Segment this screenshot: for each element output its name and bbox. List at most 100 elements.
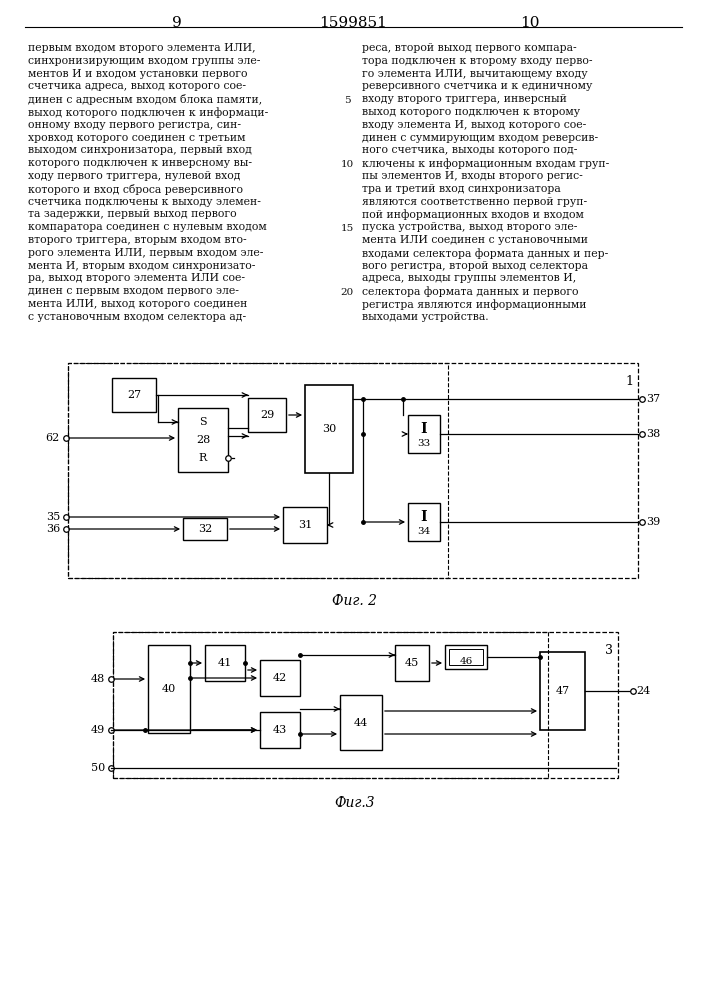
Text: 15: 15 — [340, 224, 354, 233]
Text: хровход которого соединен с третьим: хровход которого соединен с третьим — [28, 133, 245, 143]
Text: ходу первого триггера, нулевой вход: ходу первого триггера, нулевой вход — [28, 171, 240, 181]
Text: 5: 5 — [344, 96, 350, 105]
Text: 62: 62 — [46, 433, 60, 443]
Bar — [408, 415, 440, 453]
Text: с установочным входом селектора ад-: с установочным входом селектора ад- — [28, 312, 246, 322]
Text: которого и вход сброса реверсивного: которого и вход сброса реверсивного — [28, 184, 243, 195]
Bar — [395, 645, 429, 681]
Text: ментов И и входом установки первого: ментов И и входом установки первого — [28, 69, 247, 79]
Text: входами селектора формата данных и пер-: входами селектора формата данных и пер- — [362, 248, 608, 259]
Text: 33: 33 — [417, 438, 431, 448]
Bar — [340, 695, 382, 750]
Bar — [260, 660, 300, 696]
Text: компаратора соединен с нулевым входом: компаратора соединен с нулевым входом — [28, 222, 267, 232]
Text: вого регистра, второй выход селектора: вого регистра, второй выход селектора — [362, 261, 588, 271]
Text: выходами устройства.: выходами устройства. — [362, 312, 489, 322]
Bar — [205, 645, 245, 681]
Text: пуска устройства, выход второго эле-: пуска устройства, выход второго эле- — [362, 222, 578, 232]
Text: которого подключен к инверсному вы-: которого подключен к инверсному вы- — [28, 158, 252, 168]
Text: реверсивного счетчика и к единичному: реверсивного счетчика и к единичному — [362, 81, 592, 91]
Text: 37: 37 — [646, 394, 660, 404]
Bar — [178, 408, 228, 472]
Text: выход которого подключен к второму: выход которого подключен к второму — [362, 107, 580, 117]
Text: онному входу первого регистра, син-: онному входу первого регистра, син- — [28, 120, 241, 130]
Text: мента ИЛИ, выход которого соединен: мента ИЛИ, выход которого соединен — [28, 299, 247, 309]
Bar — [113, 632, 548, 778]
Text: пы элементов И, входы второго регис-: пы элементов И, входы второго регис- — [362, 171, 583, 181]
Text: второго триггера, вторым входом вто-: второго триггера, вторым входом вто- — [28, 235, 247, 245]
Text: I: I — [421, 510, 427, 524]
Bar — [113, 632, 618, 778]
Text: 40: 40 — [162, 684, 176, 694]
Text: 47: 47 — [556, 686, 570, 696]
Bar — [248, 398, 286, 432]
Text: динен с первым входом первого эле-: динен с первым входом первого эле- — [28, 286, 239, 296]
Text: 32: 32 — [198, 524, 212, 534]
Text: тора подключен к второму входу перво-: тора подключен к второму входу перво- — [362, 56, 592, 66]
Text: регистра являются информационными: регистра являются информационными — [362, 299, 587, 310]
Bar — [183, 518, 227, 540]
Text: селектора формата данных и первого: селектора формата данных и первого — [362, 286, 578, 297]
Text: входу второго триггера, инверсный: входу второго триггера, инверсный — [362, 94, 567, 104]
Text: выходом синхронизатора, первый вход: выходом синхронизатора, первый вход — [28, 145, 252, 155]
Bar — [445, 645, 487, 669]
Text: I: I — [421, 422, 427, 436]
Text: 3: 3 — [605, 644, 613, 657]
Text: 28: 28 — [196, 435, 210, 445]
Text: 10: 10 — [520, 16, 539, 30]
Text: 34: 34 — [417, 526, 431, 536]
Text: входу элемента И, выход которого сое-: входу элемента И, выход которого сое- — [362, 120, 586, 130]
Text: 27: 27 — [127, 390, 141, 400]
Bar — [305, 385, 353, 473]
Text: 35: 35 — [46, 512, 60, 522]
Text: 24: 24 — [636, 686, 650, 696]
Text: ного счетчика, выходы которого под-: ного счетчика, выходы которого под- — [362, 145, 578, 155]
Text: 44: 44 — [354, 718, 368, 728]
Text: 38: 38 — [646, 429, 660, 439]
Text: го элемента ИЛИ, вычитающему входу: го элемента ИЛИ, вычитающему входу — [362, 69, 588, 79]
Bar — [449, 649, 483, 665]
Text: 45: 45 — [405, 658, 419, 668]
Text: 20: 20 — [340, 288, 354, 297]
Text: 46: 46 — [460, 657, 472, 666]
Text: 42: 42 — [273, 673, 287, 683]
Text: 1: 1 — [625, 375, 633, 388]
Text: выход которого подключен к информаци-: выход которого подключен к информаци- — [28, 107, 268, 118]
Text: счетчика адреса, выход которого сое-: счетчика адреса, выход которого сое- — [28, 81, 246, 91]
Text: 48: 48 — [90, 674, 105, 684]
Text: первым входом второго элемента ИЛИ,: первым входом второго элемента ИЛИ, — [28, 43, 256, 53]
Bar — [408, 503, 440, 541]
Text: синхронизирующим входом группы эле-: синхронизирующим входом группы эле- — [28, 56, 260, 66]
Text: R: R — [199, 453, 207, 463]
Bar — [68, 363, 638, 578]
Text: мента И, вторым входом синхронизато-: мента И, вторым входом синхронизато- — [28, 261, 255, 271]
Text: реса, второй выход первого компара-: реса, второй выход первого компара- — [362, 43, 577, 53]
Bar — [283, 507, 327, 543]
Text: та задержки, первый выход первого: та задержки, первый выход первого — [28, 209, 237, 219]
Text: 1599851: 1599851 — [319, 16, 387, 30]
Text: 9: 9 — [172, 16, 182, 30]
Text: 10: 10 — [340, 160, 354, 169]
Text: счетчика подключены к выходу элемен-: счетчика подключены к выходу элемен- — [28, 197, 261, 207]
Text: тра и третий вход синхронизатора: тра и третий вход синхронизатора — [362, 184, 561, 194]
Text: 49: 49 — [90, 725, 105, 735]
Text: Фиг. 2: Фиг. 2 — [332, 594, 378, 608]
Text: 39: 39 — [646, 517, 660, 527]
Bar — [540, 652, 585, 730]
Text: S: S — [199, 417, 207, 427]
Text: мента ИЛИ соединен с установочными: мента ИЛИ соединен с установочными — [362, 235, 588, 245]
Text: 50: 50 — [90, 763, 105, 773]
Text: динен с суммирующим входом реверсив-: динен с суммирующим входом реверсив- — [362, 133, 598, 143]
Text: ра, выход второго элемента ИЛИ сое-: ра, выход второго элемента ИЛИ сое- — [28, 273, 245, 283]
Text: являются соответственно первой груп-: являются соответственно первой груп- — [362, 197, 587, 207]
Text: 29: 29 — [260, 410, 274, 420]
Text: 31: 31 — [298, 520, 312, 530]
Text: Фиг.3: Фиг.3 — [334, 796, 375, 810]
Text: 30: 30 — [322, 424, 336, 434]
Text: ключены к информационным входам груп-: ключены к информационным входам груп- — [362, 158, 609, 169]
Bar — [112, 378, 156, 412]
Text: динен с адресным входом блока памяти,: динен с адресным входом блока памяти, — [28, 94, 262, 105]
Bar — [148, 645, 190, 733]
Text: 36: 36 — [46, 524, 60, 534]
Bar — [260, 712, 300, 748]
